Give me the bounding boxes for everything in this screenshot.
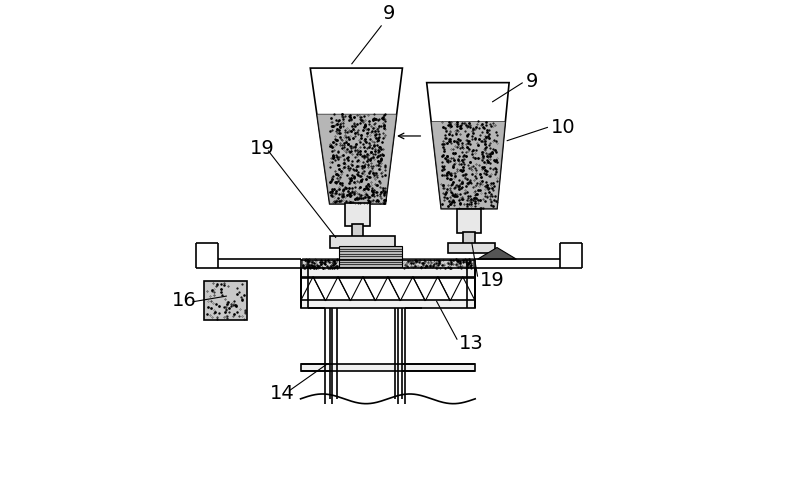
Bar <box>301 364 475 371</box>
Bar <box>301 268 475 278</box>
Bar <box>346 203 370 226</box>
Bar <box>457 209 482 233</box>
Bar <box>301 277 475 301</box>
Bar <box>339 246 402 270</box>
Bar <box>301 300 475 308</box>
Polygon shape <box>302 258 339 270</box>
Bar <box>352 224 363 237</box>
Text: 9: 9 <box>526 72 538 91</box>
Polygon shape <box>402 258 473 270</box>
Text: 19: 19 <box>250 139 274 158</box>
Bar <box>449 243 494 253</box>
Text: 14: 14 <box>270 384 295 402</box>
Bar <box>330 236 395 247</box>
Bar <box>203 281 247 320</box>
Polygon shape <box>317 114 397 204</box>
Text: 19: 19 <box>480 271 505 290</box>
Polygon shape <box>478 247 516 259</box>
Text: 13: 13 <box>459 334 484 353</box>
Text: 10: 10 <box>551 118 576 137</box>
Polygon shape <box>431 122 506 209</box>
Text: 9: 9 <box>383 4 395 23</box>
Text: 16: 16 <box>172 292 197 310</box>
Bar <box>463 231 475 244</box>
